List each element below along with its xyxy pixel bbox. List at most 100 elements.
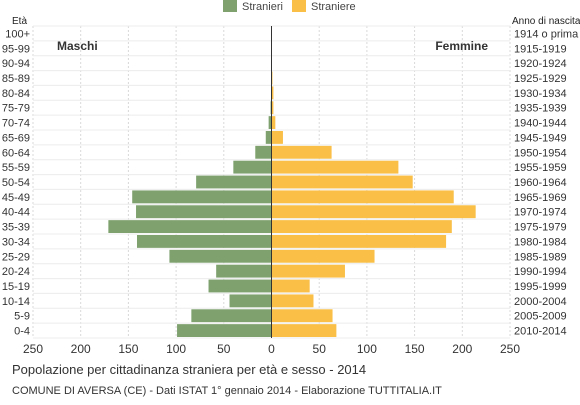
bar-straniere-45-49	[271, 190, 454, 204]
bar-stranieri-5-9	[191, 309, 272, 323]
bar-straniere-80-84	[271, 86, 274, 100]
bar-stranieri-30-34	[136, 235, 272, 248]
bar-stranieri-55-59	[233, 160, 272, 174]
bar-straniere-10-14	[271, 294, 314, 308]
birth-year-tick-label: 1975-1979	[514, 222, 567, 234]
x-tick-label: 0	[268, 342, 275, 356]
birth-year-tick-label: 2005-2009	[514, 311, 567, 323]
legend-swatch-stranieri	[223, 0, 237, 12]
x-tick-label: 200	[71, 342, 91, 356]
age-tick-label: 30-34	[2, 236, 30, 248]
birth-year-tick-label: 1915-1919	[514, 43, 567, 55]
age-tick-label: 60-64	[2, 147, 30, 159]
bar-stranieri-70-74	[268, 116, 272, 129]
bar-straniere-35-39	[271, 220, 452, 233]
bar-stranieri-15-19	[208, 279, 272, 293]
bar-stranieri-20-24	[216, 264, 272, 278]
x-tick-label: 200	[452, 342, 472, 356]
birth-year-tick-label: 1980-1984	[514, 236, 567, 248]
bar-stranieri-35-39	[108, 220, 272, 233]
x-tick-label: 100	[166, 342, 186, 356]
birth-year-tick-label: 2010-2014	[514, 326, 567, 338]
bar-stranieri-50-54	[196, 175, 272, 189]
bar-straniere-15-19	[271, 279, 310, 293]
chart-title: Popolazione per cittadinanza straniera p…	[12, 362, 366, 377]
birth-year-tick-label: 1925-1929	[514, 73, 567, 85]
bar-straniere-70-74	[271, 116, 276, 129]
bar-straniere-25-29	[271, 249, 375, 263]
bar-straniere-50-54	[271, 175, 413, 189]
age-tick-label: 35-39	[2, 222, 30, 234]
legend-label-stranieri: Stranieri	[242, 1, 283, 13]
age-tick-label: 15-19	[2, 281, 30, 293]
birth-year-tick-label: 1930-1934	[514, 88, 567, 100]
bars	[108, 71, 476, 337]
age-tick-label: 65-69	[2, 132, 30, 144]
birth-year-tick-label: 1950-1954	[514, 147, 567, 159]
birth-year-tick-label: 1985-1989	[514, 251, 567, 263]
age-tick-label: 25-29	[2, 251, 30, 263]
left-axis-title: Età	[12, 16, 27, 27]
age-tick-label: 50-54	[2, 177, 30, 189]
legend-label-straniere: Straniere	[311, 1, 356, 13]
bar-straniere-75-79	[271, 101, 274, 115]
age-tick-label: 0-4	[14, 326, 30, 338]
birth-year-tick-label: 1965-1969	[514, 192, 567, 204]
age-tick-label: 75-79	[2, 103, 30, 115]
bar-straniere-55-59	[271, 160, 399, 174]
x-tick-label: 150	[118, 342, 138, 356]
age-tick-label: 90-94	[2, 58, 30, 70]
bar-straniere-40-44	[271, 205, 476, 219]
age-tick-label: 10-14	[2, 296, 30, 308]
right-side-label: Femmine	[435, 39, 488, 53]
age-tick-label: 55-59	[2, 162, 30, 174]
birth-year-tick-label: 1914 o prima	[514, 28, 579, 40]
birth-year-tick-label: 2000-2004	[514, 296, 567, 308]
birth-year-tick-label: 1945-1949	[514, 132, 567, 144]
age-tick-label: 85-89	[2, 73, 30, 85]
birth-year-tick-label: 1960-1964	[514, 177, 567, 189]
birth-year-tick-label: 1920-1924	[514, 58, 567, 70]
x-tick-label: 50	[217, 342, 231, 356]
age-tick-label: 40-44	[2, 207, 30, 219]
age-tick-label: 95-99	[2, 43, 30, 55]
chart-subtitle: COMUNE DI AVERSA (CE) - Dati ISTAT 1° ge…	[12, 385, 442, 397]
bar-stranieri-10-14	[229, 294, 272, 308]
right-axis-title: Anno di nascita	[512, 16, 580, 27]
birth-year-tick-labels: 1914 o prima 1915-1919 1920-1924 1925-1929 1…	[514, 28, 579, 337]
bar-straniere-0-4	[271, 324, 337, 337]
age-tick-labels: 100+ 95-99 90-94 85-89 80-84 75-79 70-74 65-69 6…	[2, 28, 30, 337]
bar-stranieri-25-29	[169, 249, 272, 263]
bar-straniere-30-34	[271, 235, 447, 248]
legend: Stranieri Straniere	[223, 0, 356, 13]
age-tick-label: 80-84	[2, 88, 30, 100]
legend-swatch-straniere	[292, 0, 306, 12]
x-tick-label: 50	[313, 342, 327, 356]
bar-stranieri-0-4	[177, 324, 272, 337]
x-tick-label: 250	[23, 342, 43, 356]
birth-year-tick-label: 1970-1974	[514, 207, 567, 219]
bar-straniere-20-24	[271, 264, 345, 278]
x-tick-label: 150	[405, 342, 425, 356]
x-tick-label: 100	[357, 342, 377, 356]
left-side-label: Maschi	[57, 39, 98, 53]
age-tick-label: 20-24	[2, 266, 30, 278]
x-tick-label: 250	[500, 342, 520, 356]
bar-stranieri-60-64	[255, 145, 272, 159]
birth-year-tick-label: 1990-1994	[514, 266, 567, 278]
birth-year-tick-label: 1955-1959	[514, 162, 567, 174]
birth-year-tick-label: 1940-1944	[514, 118, 567, 130]
bar-straniere-60-64	[271, 145, 332, 159]
age-tick-label: 45-49	[2, 192, 30, 204]
birth-year-tick-label: 1935-1939	[514, 103, 567, 115]
age-tick-label: 100+	[5, 28, 30, 40]
birth-year-tick-label: 1995-1999	[514, 281, 567, 293]
bar-stranieri-45-49	[132, 190, 272, 204]
x-tick-labels: 250 200 150 100 50 0 50 100 150 200 250	[23, 342, 520, 356]
bar-straniere-65-69	[271, 131, 283, 144]
bar-stranieri-65-69	[265, 131, 272, 144]
bar-straniere-5-9	[271, 309, 333, 323]
age-tick-label: 70-74	[2, 118, 30, 130]
